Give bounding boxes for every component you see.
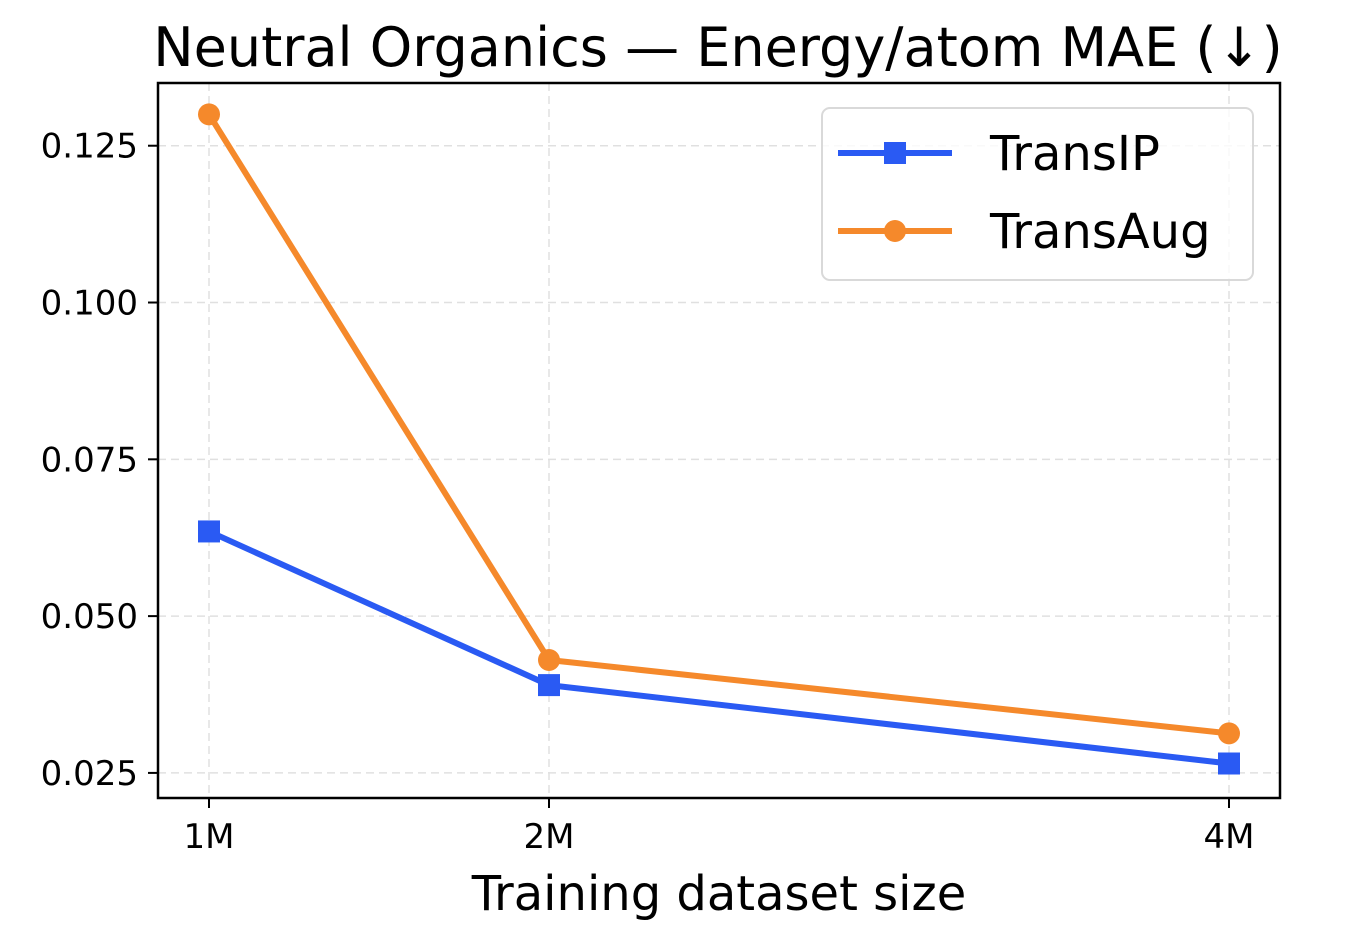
y-tick-label: 0.125	[41, 127, 138, 167]
data-point-square	[538, 674, 560, 697]
y-tick-label: 0.100	[41, 284, 138, 324]
data-point-circle	[538, 649, 560, 672]
y-tick-label: 0.025	[41, 754, 138, 794]
y-tick-label: 0.075	[41, 440, 138, 480]
data-point-circle	[1218, 722, 1240, 745]
legend-label: TransAug	[989, 204, 1211, 260]
legend-label: TransIP	[989, 126, 1160, 182]
grid-lines	[158, 83, 1280, 798]
chart-title: Neutral Organics — Energy/atom MAE (↓)	[153, 16, 1283, 79]
data-point-circle	[198, 103, 220, 126]
series-layer	[198, 103, 1240, 775]
series-line	[207, 528, 1230, 767]
y-tick-label: 0.050	[41, 597, 138, 637]
legend-marker-circle	[884, 220, 906, 242]
x-tick-label: 2M	[524, 817, 575, 857]
x-axis-label: Training dataset size	[471, 866, 966, 922]
series-transaug	[198, 103, 1240, 745]
data-point-square	[198, 520, 220, 543]
legend-item-transaug: TransAug	[838, 204, 1211, 260]
data-point-square	[1218, 752, 1240, 775]
legend-item-transip: TransIP	[838, 126, 1160, 182]
series-transip	[198, 520, 1240, 775]
x-tick-label: 4M	[1204, 817, 1255, 857]
legend: TransIP TransAug	[821, 107, 1254, 281]
plot-frame	[156, 81, 1282, 800]
legend-marker-square	[884, 142, 906, 164]
axis-ticks: 1M 2M 4M 0.025 0.050 0.075 0.100 0.125	[41, 127, 1255, 857]
x-tick-label: 1M	[184, 817, 235, 857]
